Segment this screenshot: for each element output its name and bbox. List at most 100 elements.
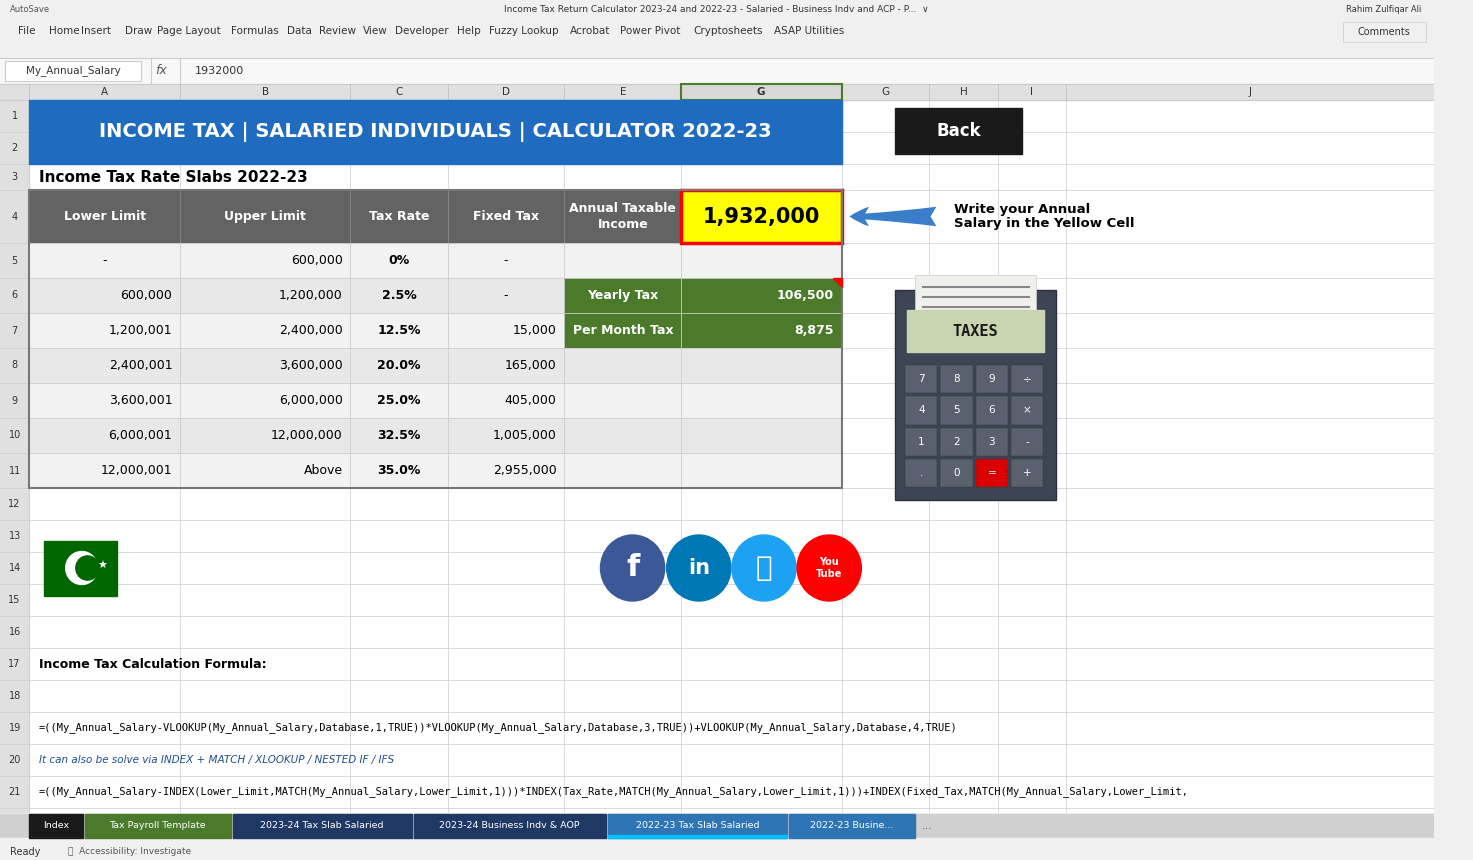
- Text: 20.0%: 20.0%: [377, 359, 421, 372]
- Text: 165,000: 165,000: [505, 359, 557, 372]
- Text: Rahim Zulfiqar Ali: Rahim Zulfiqar Ali: [1345, 4, 1421, 14]
- Text: ★: ★: [97, 561, 108, 571]
- Bar: [448, 278, 564, 313]
- Text: 25.0%: 25.0%: [377, 394, 421, 407]
- Text: Write your Annual
Salary in the Yellow Cell: Write your Annual Salary in the Yellow C…: [955, 202, 1134, 230]
- Bar: [0, 814, 1433, 838]
- Text: 18: 18: [9, 691, 21, 701]
- Bar: [351, 190, 448, 243]
- Text: H: H: [959, 87, 968, 97]
- Text: 2023-24 Business Indv & AOP: 2023-24 Business Indv & AOP: [439, 821, 580, 831]
- Text: Ready: Ready: [10, 847, 40, 857]
- Text: Fuzzy Lookup: Fuzzy Lookup: [489, 26, 558, 36]
- Text: 14: 14: [9, 563, 21, 573]
- Bar: [975, 458, 1008, 487]
- Text: 2: 2: [12, 143, 18, 153]
- Text: 6: 6: [12, 291, 18, 300]
- Text: 🔍  Accessibility: Investigate: 🔍 Accessibility: Investigate: [68, 847, 191, 857]
- Bar: [682, 453, 843, 488]
- Bar: [915, 275, 1037, 320]
- Bar: [1010, 365, 1043, 393]
- Text: Data: Data: [287, 26, 312, 36]
- Bar: [564, 190, 682, 243]
- Bar: [351, 418, 448, 453]
- Polygon shape: [834, 278, 843, 287]
- Bar: [790, 814, 915, 838]
- Bar: [29, 243, 180, 278]
- Bar: [896, 290, 1056, 500]
- Text: Fixed Tax: Fixed Tax: [473, 210, 539, 223]
- Bar: [608, 835, 787, 838]
- Text: AutoSave: AutoSave: [10, 4, 50, 14]
- Bar: [233, 814, 411, 838]
- Text: -: -: [504, 289, 508, 302]
- Bar: [904, 458, 937, 487]
- Text: Insert: Insert: [81, 26, 112, 36]
- Text: Income Tax Calculation Formula:: Income Tax Calculation Formula:: [38, 658, 267, 671]
- Text: 6,000,000: 6,000,000: [278, 394, 343, 407]
- Text: 17: 17: [9, 659, 21, 669]
- Text: =((My_Annual_Salary-INDEX(Lower_Limit,MATCH(My_Annual_Salary,Lower_Limit,1)))*IN: =((My_Annual_Salary-INDEX(Lower_Limit,MA…: [38, 787, 1189, 797]
- Text: 4: 4: [12, 212, 18, 222]
- Text: 35.0%: 35.0%: [377, 464, 421, 477]
- Bar: [448, 190, 564, 243]
- Bar: [1010, 427, 1043, 456]
- Text: 405,000: 405,000: [505, 394, 557, 407]
- Text: 2022-23 Tax Slab Salaried: 2022-23 Tax Slab Salaried: [636, 821, 759, 831]
- Bar: [180, 243, 351, 278]
- Text: My_Annual_Salary: My_Annual_Salary: [25, 65, 121, 77]
- Text: 0: 0: [953, 468, 960, 478]
- Text: 2.5%: 2.5%: [382, 289, 417, 302]
- Text: 7: 7: [12, 325, 18, 335]
- Text: C: C: [395, 87, 402, 97]
- Text: 3,600,001: 3,600,001: [109, 394, 172, 407]
- Text: INCOME TAX | SALARIED INDIVIDUALS | CALCULATOR 2022-23: INCOME TAX | SALARIED INDIVIDUALS | CALC…: [99, 122, 772, 142]
- Text: Home: Home: [50, 26, 80, 36]
- Text: 8: 8: [12, 360, 18, 371]
- Text: Power Pivot: Power Pivot: [620, 26, 681, 36]
- Bar: [29, 278, 180, 313]
- Text: 12,000,000: 12,000,000: [271, 429, 343, 442]
- Text: It can also be solve via INDEX + MATCH / XLOOKUP / NESTED IF / IFS: It can also be solve via INDEX + MATCH /…: [38, 755, 395, 765]
- Bar: [564, 278, 682, 313]
- Circle shape: [601, 535, 664, 601]
- Text: G: G: [881, 87, 890, 97]
- Bar: [682, 278, 843, 313]
- Text: 2022-23 Busine...: 2022-23 Busine...: [810, 821, 894, 831]
- Text: 4: 4: [918, 405, 925, 415]
- Bar: [975, 427, 1008, 456]
- Text: 13: 13: [9, 531, 21, 541]
- Bar: [29, 453, 180, 488]
- Bar: [448, 453, 564, 488]
- Text: TAXES: TAXES: [953, 323, 999, 339]
- Text: File: File: [18, 26, 35, 36]
- Text: 8,875: 8,875: [794, 324, 834, 337]
- Text: 9: 9: [988, 374, 996, 384]
- Text: 12: 12: [9, 499, 21, 509]
- Bar: [351, 243, 448, 278]
- Text: 12.5%: 12.5%: [377, 324, 421, 337]
- Text: 3: 3: [988, 437, 996, 446]
- Bar: [564, 313, 682, 348]
- Bar: [0, 0, 1433, 18]
- Bar: [29, 814, 82, 838]
- Text: You: You: [819, 557, 840, 567]
- Bar: [682, 313, 843, 348]
- Bar: [351, 348, 448, 383]
- Text: Upper Limit: Upper Limit: [224, 210, 306, 223]
- Text: 1,200,000: 1,200,000: [278, 289, 343, 302]
- Bar: [940, 365, 972, 393]
- Circle shape: [66, 551, 97, 585]
- Bar: [682, 190, 843, 243]
- Text: 15,000: 15,000: [513, 324, 557, 337]
- Text: Yearly Tax: Yearly Tax: [588, 289, 658, 302]
- Text: Review: Review: [320, 26, 356, 36]
- Bar: [180, 453, 351, 488]
- Bar: [44, 540, 116, 595]
- Text: -: -: [102, 254, 108, 267]
- Bar: [1343, 22, 1426, 42]
- Text: ASAP Utilities: ASAP Utilities: [773, 26, 844, 36]
- Text: 5: 5: [953, 405, 960, 415]
- Text: 3,600,000: 3,600,000: [278, 359, 343, 372]
- Text: J: J: [1248, 87, 1251, 97]
